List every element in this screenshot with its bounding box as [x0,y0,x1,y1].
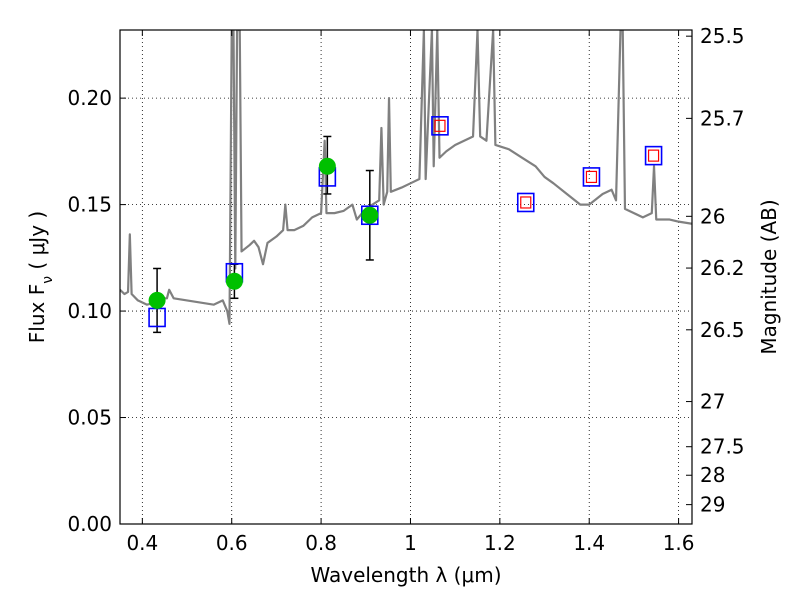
plot-area [120,30,692,334]
predicted-photometry-marker [647,149,660,162]
y2-tick-label: 26.5 [700,318,745,342]
y2-tick-label: 25.5 [700,24,745,48]
y2-tick-label: 27 [700,390,725,414]
y2-tick-label: 28 [700,463,725,487]
y-tick-label: 0.05 [67,406,112,430]
y2-tick-label: 26.2 [700,256,745,280]
x-tick-label: 0.6 [216,531,248,555]
y-axis-label: Flux Fν ( μJy ) [25,211,56,343]
measured-photometry-point [148,291,166,309]
x-tick-label: 1.6 [663,531,695,555]
measured-photometry-point [318,157,336,175]
model-photometry-marker [516,192,535,213]
model-spectrum-line [120,30,692,325]
y2-tick-label: 25.7 [700,106,745,130]
model-photometry-marker [582,167,601,187]
x-tick-label: 1 [404,531,417,555]
y-tick-label: 0.15 [67,193,112,217]
y-tick-label: 0.20 [67,86,112,110]
y2-tick-label: 26 [700,204,725,228]
model-photometry-marker [644,145,663,166]
right-axis-label: Magnitude (AB) [757,199,781,354]
predicted-photometry-marker [585,170,598,184]
x-axis-label: Wavelength λ (μm) [310,563,501,587]
y2-tick-label: 27.5 [700,435,745,459]
x-tick-label: 1.4 [573,531,605,555]
measured-photometry-point [225,272,243,290]
x-tick-label: 0.8 [305,531,337,555]
plot-frame [119,29,693,525]
y-tick-label: 0.10 [67,299,112,323]
grid [120,30,692,524]
predicted-photometry-marker [434,119,446,132]
axes: 0.4 0.6 0.8 1 1.2 1.4 1.6 0.00 0.05 0.10 0.15 0.20 2… [67,24,744,555]
x-tick-label: 1.2 [484,531,516,555]
y-tick-label: 0.00 [67,512,112,536]
predicted-photometry-marker [520,196,532,209]
y2-tick-label: 29 [700,493,725,517]
measured-photometry-point [361,206,379,224]
model-photometry-marker [431,116,449,136]
x-tick-label: 0.4 [126,531,158,555]
